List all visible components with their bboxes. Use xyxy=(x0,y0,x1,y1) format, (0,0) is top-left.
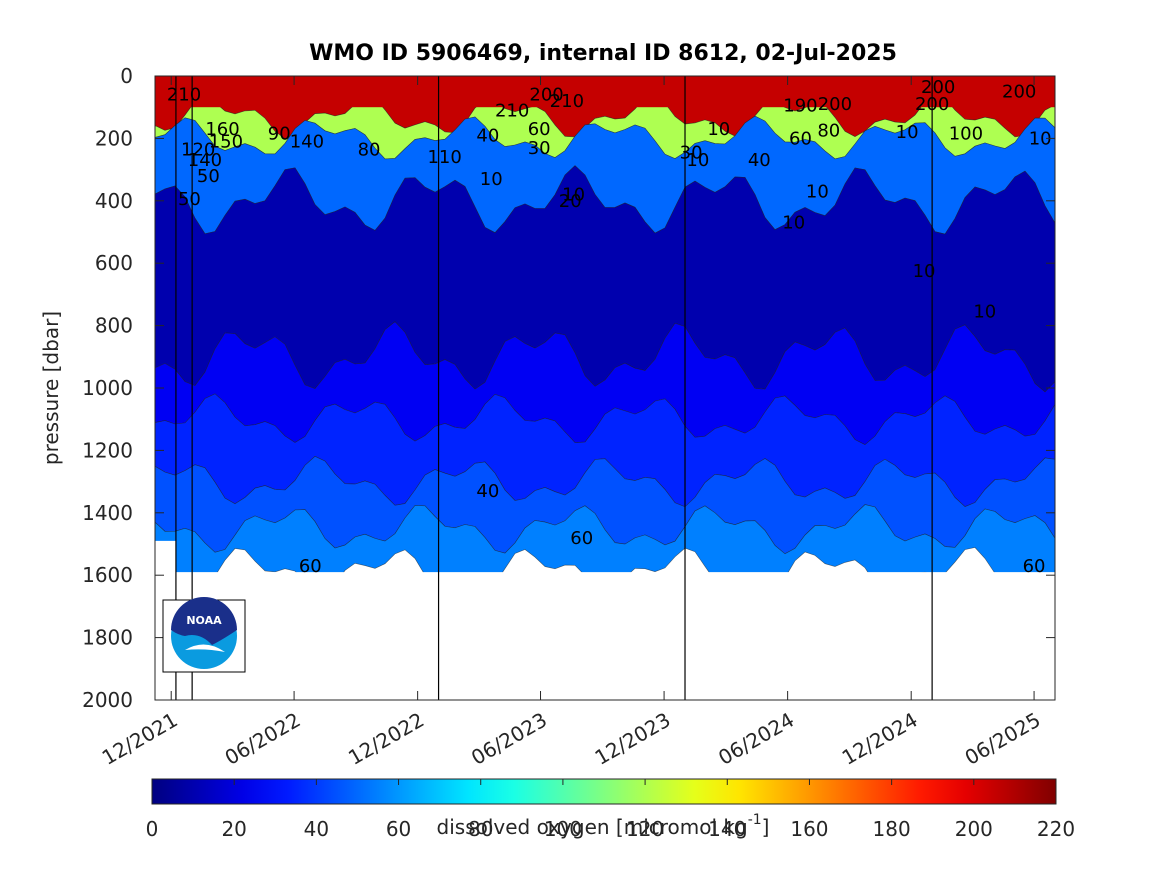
contour-label: 200 xyxy=(921,77,955,98)
contour-label: 10 xyxy=(686,150,709,171)
colorbar-tick-label: 0 xyxy=(146,817,159,841)
contour-label: 30 xyxy=(528,138,551,159)
contour-label: 60 xyxy=(789,128,812,149)
contour-label: 80 xyxy=(358,139,381,160)
y-tick-label: 0 xyxy=(120,64,133,88)
contour-label: 140 xyxy=(290,132,324,153)
y-tick-label: 200 xyxy=(95,126,133,150)
contour-label: 40 xyxy=(748,150,771,171)
contour-label: 10 xyxy=(913,261,936,282)
contour-label: 10 xyxy=(562,185,585,206)
x-tick-label: 12/2023 xyxy=(591,708,675,770)
colorbar-tick-label: 220 xyxy=(1037,817,1075,841)
svg-text:NOAA: NOAA xyxy=(186,614,222,627)
y-tick-label: 1400 xyxy=(82,501,133,525)
contour-label: 200 xyxy=(1002,82,1036,103)
no-data-region xyxy=(155,540,1055,700)
noaa-logo: NOAA xyxy=(162,597,246,673)
contour-label: 50 xyxy=(197,166,220,187)
y-tick-label: 1600 xyxy=(82,563,133,587)
x-tick-label: 12/2024 xyxy=(838,708,922,770)
contour-label: 200 xyxy=(529,85,563,106)
colorbar-tick-label: 200 xyxy=(955,817,993,841)
contour-label: 60 xyxy=(299,556,322,577)
surface-band xyxy=(155,76,1055,108)
x-tick-label: 06/2023 xyxy=(467,708,551,770)
contour-label: 10 xyxy=(806,181,829,202)
contour-label: 160 xyxy=(205,119,239,140)
x-tick-label: 06/2024 xyxy=(714,708,798,770)
contour-label: 30 xyxy=(680,142,703,163)
y-tick-label: 1800 xyxy=(82,626,133,650)
y-tick-label: 600 xyxy=(95,251,133,275)
contour-label: 110 xyxy=(427,147,461,168)
y-tick-label: 1000 xyxy=(82,376,133,400)
colorbar-tick-label: 40 xyxy=(304,817,329,841)
contour-label: 60 xyxy=(1023,556,1046,577)
x-tick-label: 06/2022 xyxy=(221,708,305,770)
colorbar: 0 20 40 60 80 100 120 140 160 180 200 220 dissolved… xyxy=(146,778,1075,841)
contour-label: 200 xyxy=(818,94,852,115)
contour-label: 10 xyxy=(1029,128,1052,149)
contour-label: 60 xyxy=(528,119,551,140)
chart-title: WMO ID 5906469, internal ID 8612, 02-Jul… xyxy=(309,41,897,66)
colorbar-gradient xyxy=(151,778,1057,805)
colorbar-tick-label: 20 xyxy=(221,817,246,841)
y-tick-label: 2000 xyxy=(82,688,133,712)
colorbar-tick-label: 180 xyxy=(873,817,911,841)
contour-label: 190 xyxy=(783,96,817,117)
colorbar-tick-label: 60 xyxy=(386,817,411,841)
y-axis: 0 200 400 600 800 1000 1200 1400 1600 1800 2000 xyxy=(82,64,1055,712)
contour-label: 10 xyxy=(782,213,805,234)
contour-label: 210 xyxy=(495,100,529,121)
colorbar-tick-label: 80 xyxy=(468,817,493,841)
oxygen-layers xyxy=(155,76,1055,598)
colorbar-tick-label: 160 xyxy=(790,817,828,841)
contour-label: 150 xyxy=(209,132,243,153)
contour-label: 100 xyxy=(949,124,983,145)
contour-label: 10 xyxy=(973,302,996,323)
contour-label: 120 xyxy=(181,139,215,160)
contour-label: 10 xyxy=(480,169,503,190)
contour-label: 90 xyxy=(268,124,291,145)
colorbar-ticks: 0 20 40 60 80 100 120 140 160 180 200 220 xyxy=(146,779,1075,841)
contour-label: 40 xyxy=(476,125,499,146)
contour-label: 10 xyxy=(707,119,730,140)
contour-label: 200 xyxy=(915,94,949,115)
contour-label: 210 xyxy=(550,91,584,112)
contour-label: 20 xyxy=(559,191,582,212)
contour-label: 60 xyxy=(570,528,593,549)
colorbar-tick-label: 120 xyxy=(626,817,664,841)
contour-label: 80 xyxy=(817,121,840,142)
colorbar-label: dissolved oxygen [micromol kg-1] xyxy=(437,812,770,839)
y-tick-label: 400 xyxy=(95,189,133,213)
x-tick-label: 12/2021 xyxy=(98,708,182,770)
contour-label: 210 xyxy=(167,85,201,106)
colorbar-tick-label: 140 xyxy=(708,817,746,841)
x-tick-label: 12/2022 xyxy=(344,708,428,770)
x-tick-label: 06/2025 xyxy=(961,708,1045,770)
colorbar-tick-label: 100 xyxy=(544,817,582,841)
y-tick-label: 800 xyxy=(95,314,133,338)
contour-label: 140 xyxy=(188,150,222,171)
contour-label: 50 xyxy=(178,189,201,210)
y-tick-label: 1200 xyxy=(82,438,133,462)
y-axis-label: pressure [dbar] xyxy=(39,311,63,465)
contour-label: 10 xyxy=(896,122,919,143)
surface-layer xyxy=(155,76,1055,108)
contour-label: 40 xyxy=(476,481,499,502)
year-boundary-lines xyxy=(175,76,933,700)
